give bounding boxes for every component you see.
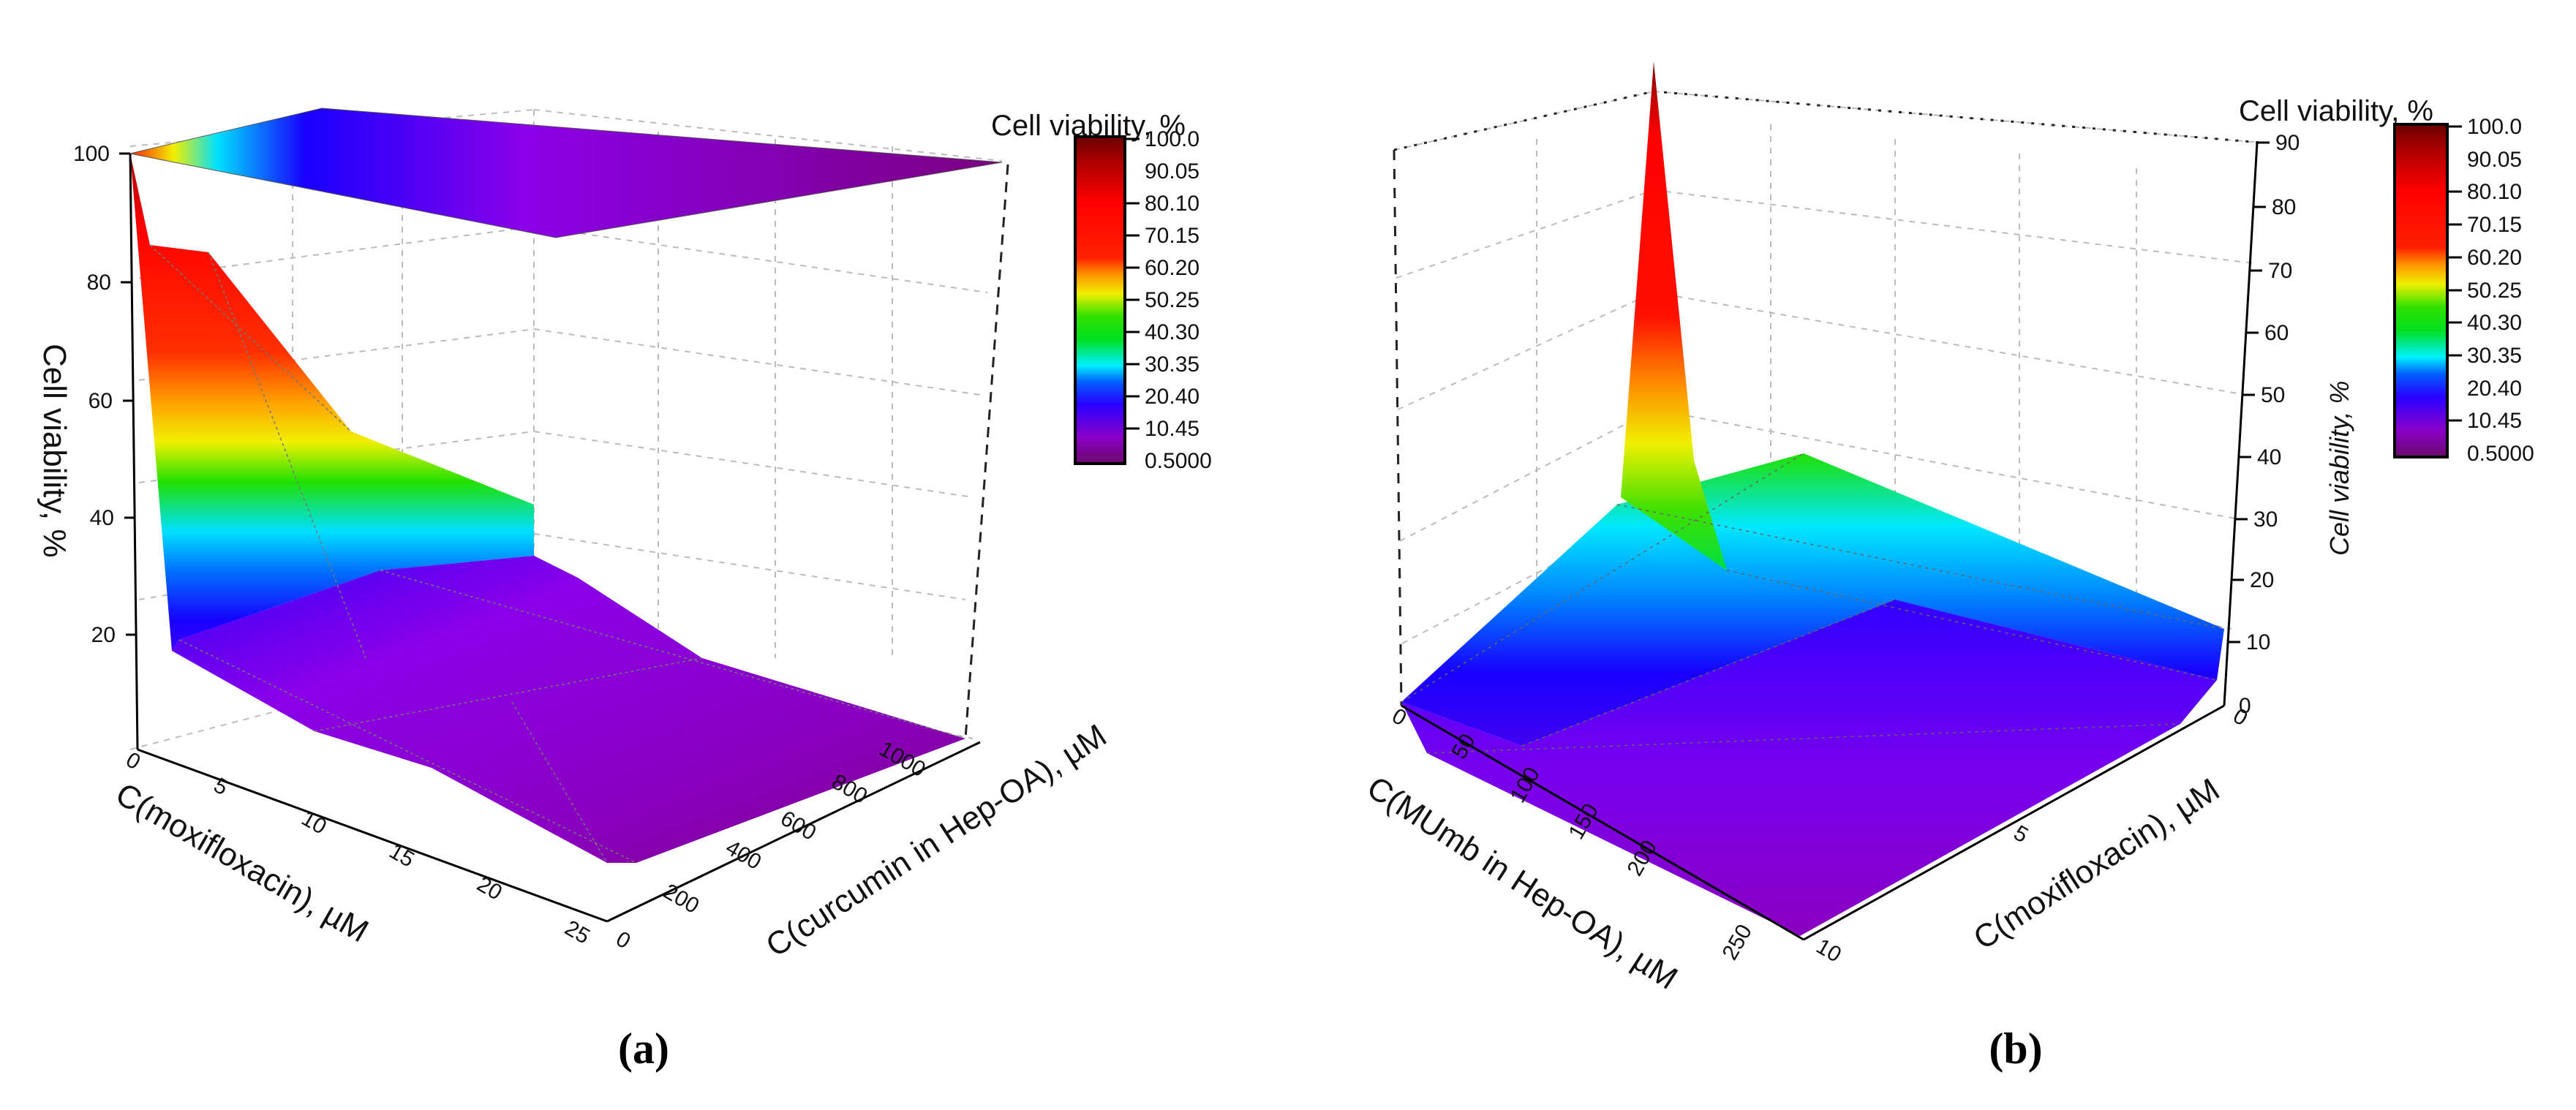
svg-text:600: 600 (777, 806, 821, 845)
z-tick: 100 (73, 142, 110, 166)
svg-text:10.45: 10.45 (2467, 409, 2522, 433)
colorbar-a: Cell viability, % 100.0 90.05 80.10 70.1… (991, 110, 1212, 473)
surface-plot-a: 100 80 60 40 20 Cell viability, % 0 5 10… (37, 107, 1212, 964)
svg-text:50.25: 50.25 (2467, 279, 2522, 303)
colorbar-b: Cell viability, % 100.0 90.05 80.10 70.1… (2239, 95, 2534, 466)
svg-text:15: 15 (385, 839, 418, 872)
svg-text:0.5000: 0.5000 (1145, 449, 1212, 473)
svg-text:100.0: 100.0 (2467, 115, 2522, 139)
svg-text:30: 30 (2253, 507, 2278, 532)
svg-text:80: 80 (2272, 195, 2296, 219)
svg-text:70.15: 70.15 (2467, 213, 2522, 237)
y-axis-line (606, 741, 981, 923)
chart-panel-b: 90 80 70 60 50 40 30 20 10 0 Cell viabil… (1288, 0, 2576, 1110)
z-axis-label: Cell viability, % (2324, 381, 2354, 556)
svg-text:50.25: 50.25 (1145, 288, 1200, 312)
z-axis-tick-labels: 90 80 70 60 50 40 30 20 10 0 (2239, 131, 2300, 718)
surface-floor (172, 556, 965, 863)
back-edge-line (1393, 149, 1403, 706)
z-axis-ticks (2228, 141, 2270, 643)
svg-text:70.15: 70.15 (1145, 224, 1200, 248)
svg-text:10.45: 10.45 (1145, 417, 1200, 441)
chart-panel-a: 100 80 60 40 20 Cell viability, % 0 5 10… (37, 107, 1212, 1073)
surface-floor (1401, 600, 2217, 936)
svg-text:90: 90 (2275, 131, 2300, 155)
z-axis-line (2223, 142, 2259, 706)
surface-wall (130, 154, 534, 651)
y-axis-line (1803, 704, 2225, 941)
svg-text:25: 25 (561, 915, 594, 948)
colorbar-title: Cell viability, % (2239, 95, 2433, 127)
svg-text:40: 40 (2257, 445, 2281, 469)
svg-text:90.05: 90.05 (1145, 159, 1200, 184)
svg-text:0.5000: 0.5000 (2467, 442, 2534, 466)
back-edge-line (964, 164, 1009, 739)
z-axis-ticks: 100 80 60 40 20 (73, 142, 136, 647)
svg-text:30.35: 30.35 (1145, 352, 1200, 377)
svg-text:70: 70 (2268, 259, 2292, 283)
x-axis-label: C(moxifloxacin), µM (110, 776, 374, 949)
svg-text:400: 400 (722, 835, 766, 875)
svg-text:0: 0 (1388, 703, 1411, 730)
svg-text:20.40: 20.40 (1145, 385, 1200, 409)
svg-text:100.0: 100.0 (1145, 127, 1200, 151)
svg-text:40.30: 40.30 (1145, 320, 1200, 344)
svg-text:60.20: 60.20 (2467, 246, 2522, 270)
surface-plot-b: 90 80 70 60 50 40 30 20 10 0 Cell viabil… (1361, 62, 2534, 997)
z-tick: 20 (91, 623, 116, 647)
surface-peak-side (1632, 62, 1727, 570)
svg-text:40.30: 40.30 (2467, 311, 2522, 335)
z-tick: 40 (90, 506, 114, 530)
svg-text:50: 50 (2261, 383, 2285, 407)
z-axis-label: Cell viability, % (37, 344, 72, 558)
x-axis-line (137, 748, 608, 923)
svg-text:200: 200 (660, 879, 704, 918)
svg-text:250: 250 (1717, 921, 1757, 964)
top-frame (1393, 90, 2261, 151)
panel-caption-b: (b) (1989, 1024, 2043, 1073)
svg-text:20.40: 20.40 (2467, 377, 2522, 401)
svg-text:20: 20 (2250, 568, 2274, 592)
svg-text:0: 0 (2239, 694, 2251, 718)
svg-text:90.05: 90.05 (2467, 148, 2522, 172)
z-tick: 60 (88, 389, 113, 413)
surface-slope (1401, 453, 2224, 746)
svg-text:60: 60 (2264, 321, 2289, 345)
surface-mesh (149, 244, 966, 864)
svg-text:10: 10 (298, 806, 331, 839)
top-projection-plane (129, 107, 1003, 238)
svg-text:30.35: 30.35 (2467, 344, 2522, 368)
svg-text:60.20: 60.20 (1145, 256, 1200, 280)
svg-text:5: 5 (2010, 820, 2033, 847)
svg-text:80.10: 80.10 (2467, 180, 2522, 204)
z-tick: 80 (87, 271, 111, 295)
panel-caption-a: (a) (618, 1024, 669, 1073)
surface-mesh (1401, 453, 2225, 754)
svg-text:20: 20 (473, 872, 506, 905)
z-axis-line (129, 153, 139, 750)
svg-text:10: 10 (2246, 630, 2270, 654)
svg-text:10: 10 (1812, 934, 1845, 967)
svg-text:80.10: 80.10 (1145, 192, 1200, 216)
x-axis-line (1401, 704, 1804, 941)
svg-text:0: 0 (612, 926, 635, 954)
svg-text:0: 0 (122, 747, 145, 774)
